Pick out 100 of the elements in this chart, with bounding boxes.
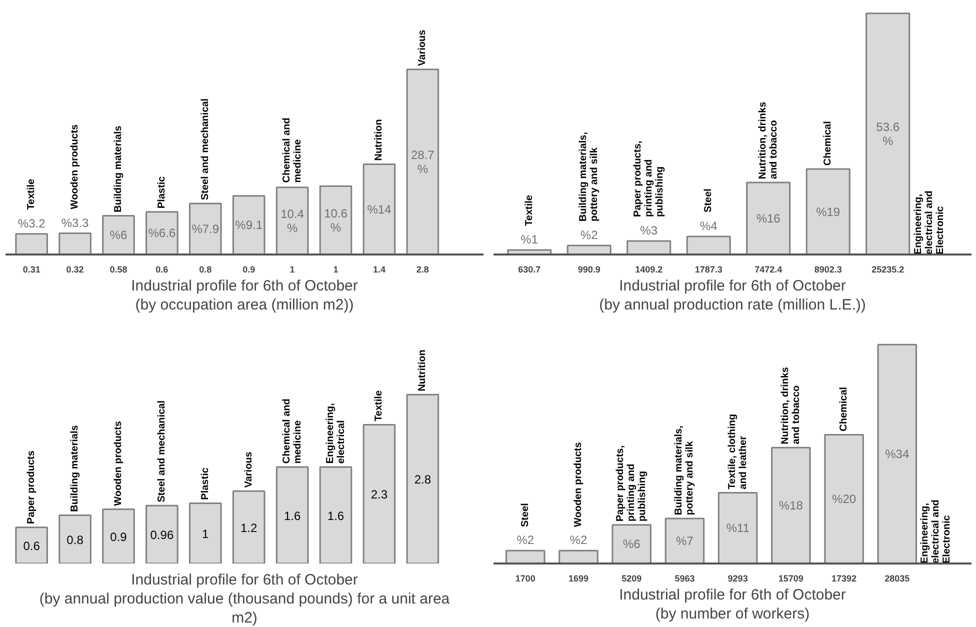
data-label: 0.6	[23, 538, 40, 553]
x-tick-label: 0.32	[66, 264, 84, 274]
text: (by annual production rate (million L.E.))	[599, 296, 866, 314]
annotation: Various	[417, 29, 428, 66]
x-tick-label: 5209	[622, 574, 642, 584]
bar	[746, 182, 791, 254]
annotation: Textile, clothing and leather	[726, 414, 749, 490]
x-tick-label: 1	[333, 264, 338, 274]
x-tick-label: Textile	[374, 390, 385, 422]
data-label: 0.96	[150, 528, 174, 542]
annotation: Nutrition, drinks and tobacco	[780, 366, 802, 444]
annotation: Nutrition, drinks and tobacco	[757, 101, 780, 180]
data-label: %1	[520, 232, 538, 247]
x-tick-label: 17392	[832, 574, 857, 584]
data-label: 0.9	[110, 530, 128, 544]
bar	[232, 195, 266, 254]
data-label: %11	[726, 521, 750, 536]
text: Industrial profile for 6th of October	[619, 586, 846, 604]
x-tick-label: 1700	[515, 574, 536, 584]
bar	[406, 68, 440, 254]
bar	[866, 12, 910, 254]
data-label: %7.9	[192, 222, 220, 236]
annotation: Steel and mechanical	[200, 98, 211, 200]
data-label: 1.2	[240, 520, 258, 535]
bar	[15, 526, 48, 564]
annotation: Engineering, electrical and Electronic	[912, 190, 946, 254]
bar	[505, 550, 546, 564]
data-label: %2	[580, 228, 598, 242]
text: Industrial profile for 6th of October	[131, 278, 358, 294]
bar	[771, 446, 811, 564]
x-tick-label: 1787.3	[694, 264, 722, 274]
bar	[824, 434, 864, 564]
text: (by occupation area (million m2))	[135, 296, 354, 314]
annotation: Textile	[26, 178, 38, 210]
bar	[806, 168, 850, 254]
data-label: 1	[202, 526, 210, 541]
annotation: Textile	[524, 194, 535, 226]
data-label: %16	[756, 212, 781, 226]
bar	[406, 394, 440, 564]
annotation: Steel	[520, 502, 531, 527]
annotation: Chemical	[822, 120, 834, 166]
data-label: 53.6 %	[876, 120, 900, 148]
data-label: 10.6 %	[324, 206, 348, 234]
x-tick-label: Chemical and medicine	[281, 398, 304, 464]
bar	[626, 240, 672, 254]
x-tick-label: Building materials	[70, 424, 81, 512]
data-label: %20	[832, 492, 856, 506]
x-tick-label: 0.31	[22, 264, 40, 274]
x-tick-label: 7472.4	[754, 264, 782, 274]
x-tick-label: 1.4	[372, 264, 386, 274]
data-label: %34	[885, 447, 910, 462]
text: Industrial profile for 6th of October	[131, 572, 358, 588]
annotation: Nutrition	[374, 119, 385, 161]
data-label: 10.4 %	[280, 206, 304, 235]
annotation: Building materials, pottery and silk	[578, 132, 600, 222]
data-label: %4	[700, 219, 718, 234]
data-label: %9.1	[235, 218, 263, 232]
x-tick-label: 990.9	[578, 264, 600, 274]
bar	[686, 236, 731, 254]
x-tick-label: 0.9	[242, 264, 256, 274]
data-label: 1.6	[284, 508, 301, 523]
data-label: 0.8	[66, 532, 84, 547]
x-tick-label: Paper products	[26, 450, 38, 524]
data-label: %3	[640, 224, 658, 238]
annotation: Chemical and medicine	[281, 118, 304, 183]
bar	[362, 424, 396, 564]
data-label: %19	[816, 204, 840, 219]
bar	[718, 492, 758, 564]
x-tick-label: Plastic	[200, 467, 211, 500]
data-label: %18	[778, 498, 804, 513]
annotation: Paper products, printing and publishing	[615, 445, 648, 522]
bar	[612, 524, 652, 564]
data-label: %14	[367, 202, 392, 216]
x-tick-label: 28035	[884, 574, 910, 584]
annotation: Chemical	[838, 386, 850, 432]
data-label: 28.7 %	[410, 148, 435, 176]
x-tick-label: 8902.3	[814, 264, 842, 274]
annotation: Plastic	[156, 176, 168, 209]
x-tick-label: Wooden products	[112, 420, 124, 506]
x-tick-label: 630.7	[518, 264, 541, 274]
annotation: Steel	[703, 188, 714, 212]
data-label: %6	[110, 228, 128, 242]
annotation: Engineering, electrical and Electronic	[919, 500, 952, 564]
x-tick-label: Engineering, electrical	[324, 402, 347, 464]
bar	[664, 518, 705, 564]
bar	[558, 550, 598, 564]
bar	[146, 211, 178, 254]
x-tick-label: 0.8	[199, 264, 212, 274]
bar	[232, 490, 266, 564]
data-label: %6	[622, 537, 641, 552]
x-tick-label: 25235.2	[872, 264, 904, 274]
x-tick-label: Various	[243, 451, 254, 488]
x-tick-label: 1409.2	[635, 264, 663, 274]
data-label: %6.6	[148, 226, 176, 240]
annotation: Wooden products	[70, 124, 81, 210]
data-label: %2	[570, 533, 588, 548]
bar	[102, 215, 135, 254]
bar	[319, 466, 352, 564]
x-tick-label: 1	[290, 264, 295, 274]
annotation: Building materials	[112, 125, 124, 212]
